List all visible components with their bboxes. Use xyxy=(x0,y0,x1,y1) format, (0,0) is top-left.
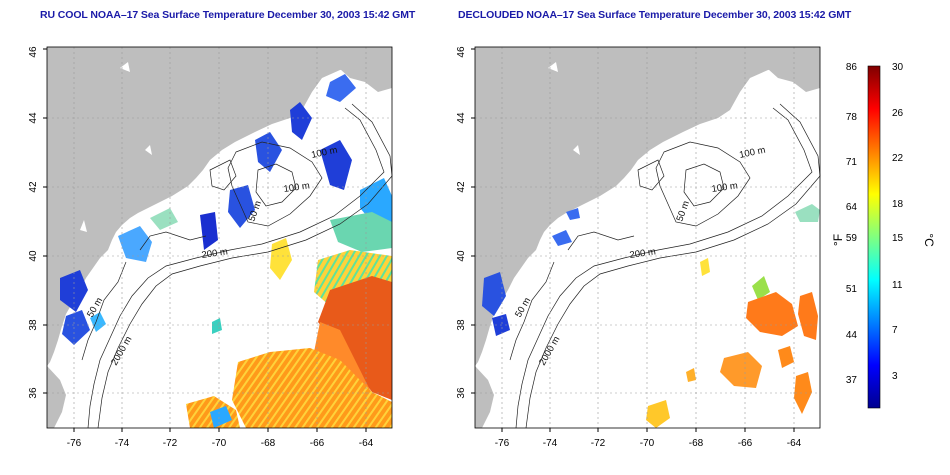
left-x-tick-label: -66 xyxy=(310,438,325,449)
left-y-tick-label: 44 xyxy=(28,112,39,124)
right-x-tick-label: -74 xyxy=(543,438,558,449)
left-x-tick-label: -68 xyxy=(261,438,276,449)
colorbar-f-tick: 51 xyxy=(846,284,858,295)
colorbar-fahrenheit-label: °F xyxy=(831,234,845,246)
temperature-colorbar: 86 78 71 64 59 51 44 37 30 26 22 18 15 1… xyxy=(831,62,936,409)
left-y-tick-label: 42 xyxy=(28,181,39,193)
right-x-axis: -76 -74 -72 -70 -68 -66 -64 xyxy=(495,428,802,449)
right-contour-label: 100 m xyxy=(711,180,739,195)
left-sst-patches xyxy=(60,74,392,428)
colorbar-f-tick: 64 xyxy=(846,202,858,213)
colorbar-f-tick: 78 xyxy=(846,112,858,123)
left-y-axis: 36 38 40 42 44 46 xyxy=(28,46,47,399)
left-y-tick-label: 46 xyxy=(28,46,39,58)
left-x-tick-label: -76 xyxy=(67,438,82,449)
right-y-tick-label: 44 xyxy=(456,112,467,124)
colorbar-celsius-label: °C xyxy=(922,233,936,247)
left-contour-label: 200 m xyxy=(201,246,229,261)
colorbar-f-tick: 86 xyxy=(846,62,858,73)
right-map-title: DECLOUDED NOAA–17 Sea Surface Temperatur… xyxy=(458,9,852,21)
colorbar-f-tick: 37 xyxy=(846,375,858,386)
right-contour-label: 100 m xyxy=(738,145,766,161)
right-x-tick-label: -72 xyxy=(591,438,606,449)
right-x-tick-label: -76 xyxy=(495,438,510,449)
right-x-tick-label: -66 xyxy=(738,438,753,449)
right-y-tick-label: 46 xyxy=(456,46,467,58)
right-sst-map: 100 m 100 m 50 m 200 m 50 m 2000 m -76 -… xyxy=(456,46,821,449)
right-land xyxy=(475,47,820,366)
colorbar-c-tick: 11 xyxy=(892,280,903,291)
colorbar-celsius-ticks: 30 26 22 18 15 11 7 3 xyxy=(892,62,904,382)
right-map-area: 100 m 100 m 50 m 200 m 50 m 2000 m xyxy=(474,46,821,429)
right-x-tick-label: -64 xyxy=(787,438,802,449)
right-y-tick-label: 36 xyxy=(456,387,467,399)
colorbar-gradient xyxy=(867,65,881,409)
left-map-title: RU COOL NOAA–17 Sea Surface Temperature … xyxy=(40,9,416,21)
right-contour-label: 200 m xyxy=(629,246,657,261)
colorbar-f-tick: 44 xyxy=(846,330,858,341)
left-grid xyxy=(47,47,392,428)
colorbar-c-tick: 15 xyxy=(892,233,904,244)
left-contour-label: 100 m xyxy=(283,180,311,195)
left-x-axis: -76 -74 -72 -70 -68 -66 -64 xyxy=(67,428,374,449)
left-x-tick-label: -64 xyxy=(359,438,374,449)
left-y-tick-label: 36 xyxy=(28,387,39,399)
colorbar-c-tick: 30 xyxy=(892,62,904,73)
right-y-tick-label: 38 xyxy=(456,319,467,331)
left-map-area: 100 m 100 m 50 m 200 m 50 m 2000 m xyxy=(46,46,393,429)
right-y-tick-label: 42 xyxy=(456,181,467,193)
left-contour-label: 100 m xyxy=(310,145,338,161)
right-grid xyxy=(475,47,820,428)
left-x-tick-label: -74 xyxy=(115,438,130,449)
right-y-axis: 36 38 40 42 44 46 xyxy=(456,46,475,399)
colorbar-f-tick: 59 xyxy=(846,233,858,244)
left-x-tick-label: -72 xyxy=(163,438,178,449)
colorbar-fahrenheit-ticks: 86 78 71 64 59 51 44 37 xyxy=(846,62,858,386)
colorbar-f-tick: 71 xyxy=(846,157,858,168)
colorbar-c-tick: 26 xyxy=(892,108,904,119)
right-sst-patches xyxy=(482,204,820,428)
left-y-tick-label: 38 xyxy=(28,319,39,331)
right-x-tick-label: -68 xyxy=(689,438,704,449)
right-x-tick-label: -70 xyxy=(640,438,655,449)
colorbar-c-tick: 18 xyxy=(892,199,904,210)
left-y-tick-label: 40 xyxy=(28,250,39,262)
colorbar-c-tick: 22 xyxy=(892,153,904,164)
colorbar-c-tick: 7 xyxy=(892,325,898,336)
left-x-tick-label: -70 xyxy=(212,438,227,449)
left-land xyxy=(47,47,392,366)
colorbar-c-tick: 3 xyxy=(892,371,898,382)
right-y-tick-label: 40 xyxy=(456,250,467,262)
left-sst-map: 100 m 100 m 50 m 200 m 50 m 2000 m -76 -… xyxy=(28,46,393,449)
